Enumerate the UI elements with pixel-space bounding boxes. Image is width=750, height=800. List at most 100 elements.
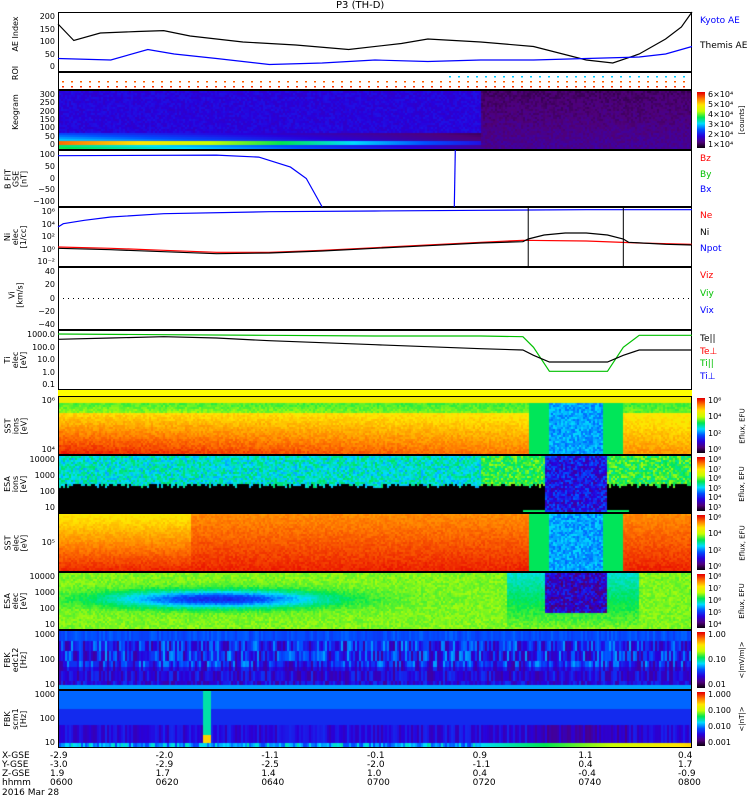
roi-mark <box>503 76 505 78</box>
y-tick-label: 0 <box>49 173 55 183</box>
panel-esae <box>58 572 692 630</box>
roi-mark <box>134 86 136 88</box>
roi-mark <box>566 81 568 83</box>
roi-mark <box>566 76 568 78</box>
roi-mark <box>647 86 649 88</box>
roi-mark <box>593 76 595 78</box>
roi-mark <box>332 86 334 88</box>
axis-value: 0620 <box>155 778 179 788</box>
colorbar-tick: 10² <box>708 545 722 555</box>
roi-mark <box>638 81 640 83</box>
roi-mark <box>206 81 208 83</box>
colorbar-sste <box>697 515 705 570</box>
legend-entry: Ni <box>700 227 710 238</box>
colorbar-tick: 10⁷ <box>708 464 722 474</box>
roi-mark <box>476 81 478 83</box>
roi-mark <box>314 81 316 83</box>
colorbar-tick: 10⁶ <box>708 474 722 484</box>
roi-mark <box>332 81 334 83</box>
roi-mark <box>674 81 676 83</box>
roi-mark <box>188 81 190 83</box>
roi-mark <box>530 81 532 83</box>
roi-mark <box>125 86 127 88</box>
y-tick-label: 1.0 <box>42 367 55 377</box>
roi-mark <box>431 86 433 88</box>
roi-mark <box>161 81 163 83</box>
roi-mark <box>557 86 559 88</box>
roi-mark <box>584 81 586 83</box>
y-tick-label: 10² <box>41 232 55 241</box>
roi-mark <box>422 81 424 83</box>
panel-ssti <box>58 396 692 455</box>
roi-mark <box>350 86 352 88</box>
roi-mark <box>503 86 505 88</box>
panel-t <box>58 330 692 390</box>
roi-mark <box>143 86 145 88</box>
colorbar-tick: 0.10 <box>708 655 726 664</box>
y-tick-label: 10.0 <box>37 355 55 364</box>
roi-mark <box>467 76 469 78</box>
y-tick-label: 100 <box>39 37 55 46</box>
axis-value: -2.9 <box>155 760 174 770</box>
y-tick-label: 0 <box>49 62 55 71</box>
y-tick-label: 200 <box>39 106 55 116</box>
roi-mark <box>350 81 352 83</box>
roi-mark <box>161 86 163 88</box>
y-tick-label: 1000 <box>34 471 55 480</box>
roi-mark <box>512 86 514 88</box>
colorbar-tick: 6×10⁴ <box>708 90 734 99</box>
axis-value: 1.0 <box>367 769 382 779</box>
roi-mark <box>413 81 415 83</box>
roi-mark <box>611 76 613 78</box>
roi-mark <box>485 76 487 78</box>
roi-mark <box>521 86 523 88</box>
roi-mark <box>71 86 73 88</box>
roi-mark <box>260 86 262 88</box>
roi-mark <box>188 86 190 88</box>
y-tick-label: 10 <box>44 620 55 629</box>
panel-roi <box>58 72 692 90</box>
series-te- <box>57 333 692 372</box>
axis-row-label: hhmm <box>2 778 31 788</box>
y-tick-label: 0.1 <box>42 380 55 389</box>
y-tick-label: 50 <box>44 161 55 171</box>
axis-value: -1.1 <box>472 760 491 770</box>
colorbar-tick: 10⁰ <box>708 445 722 454</box>
roi-mark <box>98 86 100 88</box>
roi-mark <box>323 81 325 83</box>
roi-mark <box>179 81 181 83</box>
colorbar-esae <box>697 574 705 628</box>
roi-mark <box>89 86 91 88</box>
roi-mark <box>665 81 667 83</box>
roi-mark <box>422 86 424 88</box>
roi-mark <box>575 86 577 88</box>
roi-mark <box>485 86 487 88</box>
roi-mark <box>494 86 496 88</box>
legend-entry: Te|| <box>700 334 716 344</box>
roi-mark <box>539 86 541 88</box>
colorbar-tick: 0.01 <box>708 680 726 689</box>
roi-mark <box>197 86 199 88</box>
axis-row-label: Y-GSE <box>2 760 29 770</box>
panel-ni <box>58 207 692 267</box>
roi-mark <box>143 81 145 83</box>
roi-mark <box>206 86 208 88</box>
roi-mark <box>305 81 307 83</box>
roi-mark <box>287 81 289 83</box>
roi-mark <box>341 86 343 88</box>
roi-mark <box>107 81 109 83</box>
y-tick-label: 10⁴ <box>41 219 55 229</box>
y-tick-label: 10⁴ <box>41 445 55 454</box>
series-ne <box>57 239 693 253</box>
axis-value: 0.4 <box>578 760 593 770</box>
panel-keo <box>58 90 692 150</box>
axis-value: -2.0 <box>155 751 174 761</box>
colorbar-tick: 10⁰ <box>708 562 722 571</box>
legend-entry: Vix <box>700 306 714 317</box>
colorbar-tick: 5×10⁴ <box>708 100 734 109</box>
roi-mark <box>647 76 649 78</box>
y-tick-label: 100 <box>39 604 55 613</box>
roi-mark <box>269 81 271 83</box>
axis-value: 0800 <box>678 778 701 788</box>
